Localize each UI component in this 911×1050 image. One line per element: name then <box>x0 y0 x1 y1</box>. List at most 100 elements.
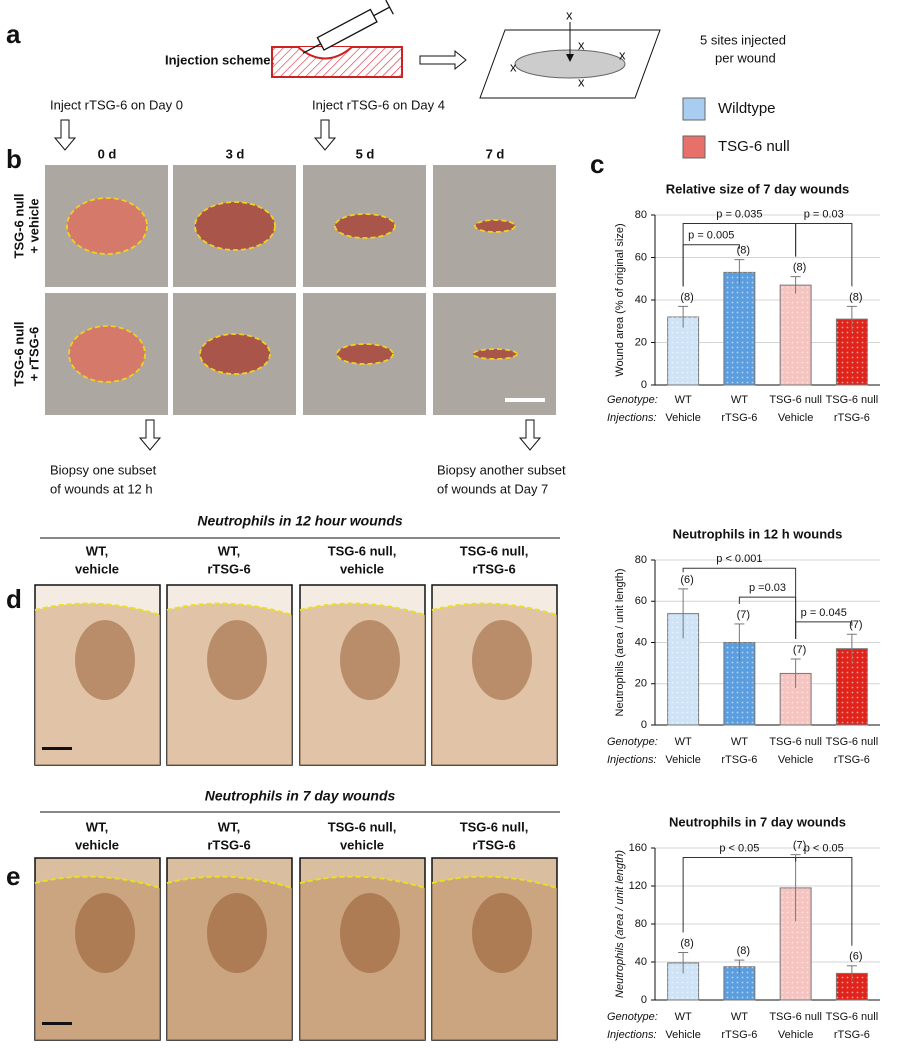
svg-text:x: x <box>619 47 626 62</box>
tissue <box>167 603 292 765</box>
injection-label: Vehicle <box>778 754 813 766</box>
injection-label: Vehicle <box>665 754 700 766</box>
tissue <box>432 876 557 1040</box>
biopsy-text: of wounds at 12 h <box>50 481 153 496</box>
scale-bar <box>42 747 72 750</box>
n-label: (8) <box>737 245 750 257</box>
row-label-line: TSG-6 null <box>11 194 26 259</box>
tissue <box>35 603 160 765</box>
row-label: Injections: <box>607 1029 657 1041</box>
svg-text:x: x <box>578 74 585 89</box>
y-tick-label: 80 <box>635 554 647 566</box>
stain <box>207 893 267 973</box>
row-label: Genotype: <box>607 394 658 406</box>
category-label: TSG-6 null <box>769 736 822 748</box>
column-label: rTSG-6 <box>472 561 515 576</box>
category-label: TSG-6 null <box>826 1011 879 1023</box>
y-tick-label: 40 <box>635 636 647 648</box>
y-tick-label: 160 <box>629 842 647 854</box>
category-label: WT <box>675 1011 692 1023</box>
p-value: p = 0.045 <box>801 607 847 619</box>
tissue <box>300 876 425 1040</box>
p-value: p < 0.001 <box>716 553 762 565</box>
row-label: Injections: <box>607 412 657 424</box>
day-label: 5 d <box>356 146 375 161</box>
section-title: Neutrophils in 12 hour wounds <box>197 513 403 529</box>
chart-title: Relative size of 7 day wounds <box>666 181 850 196</box>
column-label: WT, <box>218 543 240 558</box>
category-label: WT <box>675 394 692 406</box>
svg-text:x: x <box>578 37 585 52</box>
stain <box>75 620 135 700</box>
day-label: 3 d <box>226 146 245 161</box>
n-label: (7) <box>793 644 806 656</box>
bracket <box>795 857 853 946</box>
scale-bar <box>42 1022 72 1025</box>
inject-text: Inject rTSG-6 on Day 0 <box>50 97 183 112</box>
biopsy-text: of wounds at Day 7 <box>437 481 548 496</box>
injection-label: rTSG-6 <box>721 754 757 766</box>
injection-label: Vehicle <box>778 1029 813 1041</box>
n-label: (8) <box>737 945 750 957</box>
n-label: (8) <box>680 291 693 303</box>
panel-label: c <box>590 149 604 179</box>
y-tick-label: 20 <box>635 678 647 690</box>
injection-label: Vehicle <box>778 412 813 424</box>
column-label: TSG-6 null, <box>328 543 397 558</box>
legend-label: Wildtype <box>718 100 776 117</box>
y-tick-label: 0 <box>641 719 647 731</box>
arrow <box>53 119 77 151</box>
sites-text: 5 sites injected <box>700 32 786 47</box>
category-label: TSG-6 null <box>769 1011 822 1023</box>
sites-text: per wound <box>715 50 776 65</box>
bracket <box>795 621 853 639</box>
y-tick-label: 0 <box>641 379 647 391</box>
arrow <box>138 419 162 451</box>
arrow <box>313 119 337 151</box>
panel-label: e <box>6 861 20 891</box>
category-label: TSG-6 null <box>826 736 879 748</box>
injection-label: rTSG-6 <box>834 412 870 424</box>
chart-title: Neutrophils in 12 h wounds <box>673 526 843 541</box>
y-tick-label: 80 <box>635 209 647 221</box>
row-label-line: + vehicle <box>26 198 41 253</box>
y-tick-label: 120 <box>629 880 647 892</box>
injection-diagram: xxx xx <box>271 0 661 99</box>
p-value: p =0.03 <box>749 582 786 594</box>
tissue <box>35 876 160 1040</box>
y-tick-label: 20 <box>635 336 647 348</box>
stain <box>207 620 267 700</box>
inject-text: Inject rTSG-6 on Day 4 <box>312 97 445 112</box>
panel-label: a <box>6 19 21 49</box>
stain <box>340 620 400 700</box>
scheme-label: Injection scheme: <box>165 52 275 67</box>
p-value: p < 0.05 <box>804 842 844 854</box>
row-label: TSG-6 null + rTSG-6 <box>11 322 41 387</box>
scale-bar <box>505 398 545 402</box>
wound <box>68 325 146 383</box>
legend-label: TSG-6 null <box>718 138 790 155</box>
column-label: vehicle <box>75 561 119 576</box>
tissue <box>432 603 557 765</box>
column-label: rTSG-6 <box>472 837 515 852</box>
column-label: rTSG-6 <box>207 837 250 852</box>
stain <box>472 893 532 973</box>
column-label: vehicle <box>340 561 384 576</box>
day-label: 0 d <box>98 146 117 161</box>
category-label: WT <box>731 394 748 406</box>
wound <box>199 333 271 375</box>
bracket <box>682 857 797 933</box>
biopsy-text: Biopsy one subset <box>50 462 157 477</box>
y-tick-label: 40 <box>635 956 647 968</box>
column-label: TSG-6 null, <box>328 819 397 834</box>
y-tick-label: 60 <box>635 595 647 607</box>
category-label: WT <box>731 1011 748 1023</box>
tissue <box>300 603 425 765</box>
y-tick-label: 60 <box>635 251 647 263</box>
n-label: (8) <box>793 262 806 274</box>
svg-text:x: x <box>566 7 573 22</box>
panel-label: d <box>6 584 22 614</box>
row-label: Genotype: <box>607 736 658 748</box>
p-value: p = 0.005 <box>688 230 734 242</box>
